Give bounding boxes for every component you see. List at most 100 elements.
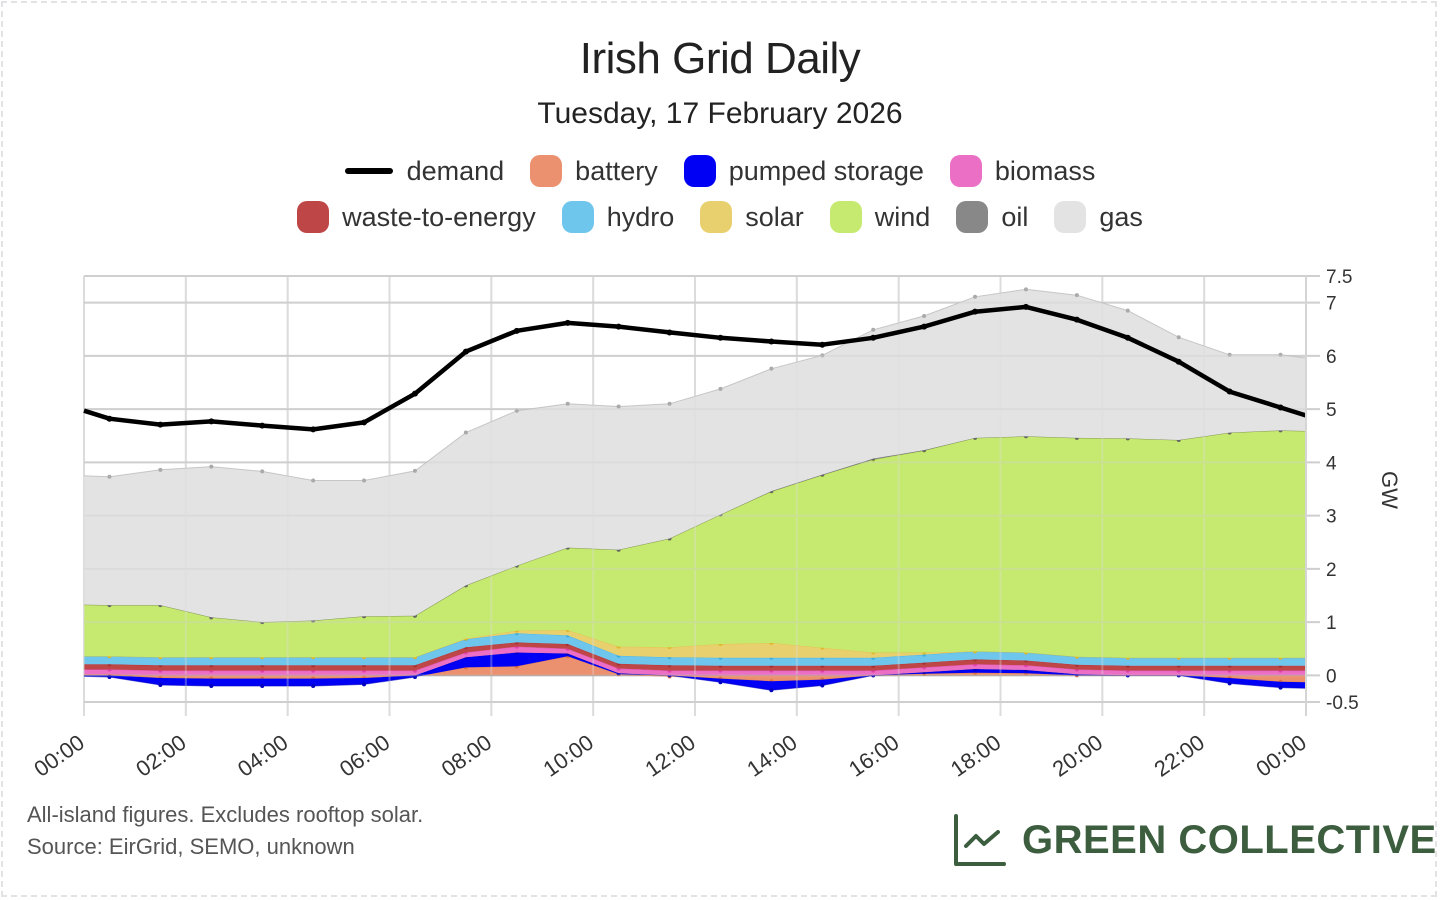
legend-swatch-oil <box>956 201 989 233</box>
point-demand <box>972 308 979 315</box>
point-gas <box>616 404 621 409</box>
x-tick-label: 18:00 <box>946 730 1005 782</box>
point-gas <box>1023 287 1028 292</box>
point-pumped-storage <box>209 684 214 689</box>
chart-subtitle: Tuesday, 17 February 2026 <box>537 97 903 130</box>
x-tick-label: 04:00 <box>233 730 292 782</box>
legend-label: demand <box>406 155 505 186</box>
area-biomass <box>84 646 1306 676</box>
point-pumped-storage <box>718 680 723 685</box>
grid-overlay <box>83 275 1320 716</box>
point-demand <box>768 338 775 345</box>
legend-item-pumped-storage[interactable]: pumped storage <box>683 155 924 187</box>
point-gas <box>667 401 672 406</box>
point-pumped-storage <box>260 684 265 689</box>
point-gas <box>973 294 978 299</box>
x-tick-label: 00:00 <box>29 730 88 782</box>
point-pumped-storage <box>769 688 774 693</box>
brand-name: GREEN COLLECTIVE <box>1022 817 1437 862</box>
point-gas <box>769 366 774 371</box>
point-pumped-storage <box>820 683 825 688</box>
y-axis-label: GW <box>1377 471 1402 509</box>
legend-item-battery[interactable]: battery <box>530 155 658 187</box>
legend-swatch-biomass <box>949 155 982 187</box>
area-wind <box>84 430 1306 658</box>
point-demand <box>106 415 113 422</box>
point-gas <box>1125 308 1130 313</box>
legend-item-wind[interactable]: wind <box>829 201 931 233</box>
point-pumped-storage <box>107 674 112 679</box>
point-demand <box>1124 334 1131 341</box>
footnote: All-island figures. Excludes rooftop sol… <box>27 802 424 827</box>
point-demand <box>1022 303 1029 310</box>
y-tick-label: 5 <box>1326 400 1337 421</box>
legend-label: pumped storage <box>728 155 924 186</box>
legend-label: gas <box>1099 201 1143 232</box>
point-demand <box>310 426 317 433</box>
legend-label: solar <box>745 201 804 232</box>
legend-label: hydro <box>606 201 675 232</box>
point-pumped-storage <box>158 682 163 687</box>
point-gas <box>514 408 519 413</box>
line-demand <box>83 304 1307 432</box>
x-tick-label: 20:00 <box>1048 730 1107 782</box>
point-pumped-storage <box>1278 685 1283 690</box>
y-tick-label: 7.5 <box>1326 267 1352 288</box>
legend-item-oil[interactable]: oil <box>956 201 1028 233</box>
legend-label: waste-to-energy <box>342 201 536 232</box>
legend-row-2: waste-to-energy hydro solar wind oil gas <box>0 201 1440 233</box>
point-gas <box>1227 352 1232 357</box>
y-tick-label: 3 <box>1326 507 1337 528</box>
point-demand <box>921 323 928 330</box>
point-demand <box>361 419 368 426</box>
point-gas <box>922 313 927 318</box>
legend-label: wind <box>874 201 931 232</box>
legend-item-demand[interactable]: demand <box>344 155 505 187</box>
point-demand <box>1073 316 1080 323</box>
point-demand <box>666 329 673 336</box>
point-demand <box>1175 358 1182 365</box>
point-demand <box>513 327 520 334</box>
point-gas <box>107 474 112 479</box>
point-gas <box>260 469 265 474</box>
point-gas <box>412 468 417 473</box>
legend-item-gas[interactable]: gas <box>1054 201 1143 233</box>
legend-swatch-hydro <box>561 201 594 233</box>
point-gas <box>158 467 163 472</box>
legend-item-hydro[interactable]: hydro <box>561 201 675 233</box>
legend-swatch-solar <box>700 201 733 233</box>
point-pumped-storage <box>311 684 316 689</box>
legend-label: oil <box>1001 201 1029 232</box>
point-gas <box>1278 352 1283 357</box>
legend-item-waste-to-energy[interactable]: waste-to-energy <box>297 201 536 233</box>
legend-item-biomass[interactable]: biomass <box>949 155 1096 187</box>
y-tick-label: 1 <box>1326 613 1337 634</box>
x-tick-label: 10:00 <box>539 730 598 782</box>
point-gas <box>718 386 723 391</box>
y-tick-label: 6 <box>1326 347 1337 368</box>
area-solar <box>84 630 1306 658</box>
point-demand <box>259 422 266 429</box>
point-gas <box>311 478 316 483</box>
point-pumped-storage <box>1227 681 1232 686</box>
y-tick-label: 7 <box>1326 294 1337 315</box>
legend-swatch-wind <box>829 201 862 233</box>
legend-swatch-pumped-storage <box>683 155 716 187</box>
legend-label: biomass <box>994 155 1096 186</box>
legend-item-solar[interactable]: solar <box>700 201 804 233</box>
point-demand <box>157 421 164 428</box>
y-tick-label: 4 <box>1326 453 1337 474</box>
point-gas <box>565 401 570 406</box>
area-battery <box>84 656 1306 683</box>
point-gas <box>209 464 214 469</box>
point-pumped-storage <box>412 674 417 679</box>
x-tick-label: 08:00 <box>437 730 496 782</box>
line-chart-icon <box>954 814 1006 866</box>
point-demand <box>819 341 826 348</box>
y-tick-label: -0.5 <box>1326 693 1359 714</box>
point-demand <box>615 323 622 330</box>
point-demand <box>717 334 724 341</box>
point-demand <box>564 319 571 326</box>
point-gas <box>1176 335 1181 340</box>
